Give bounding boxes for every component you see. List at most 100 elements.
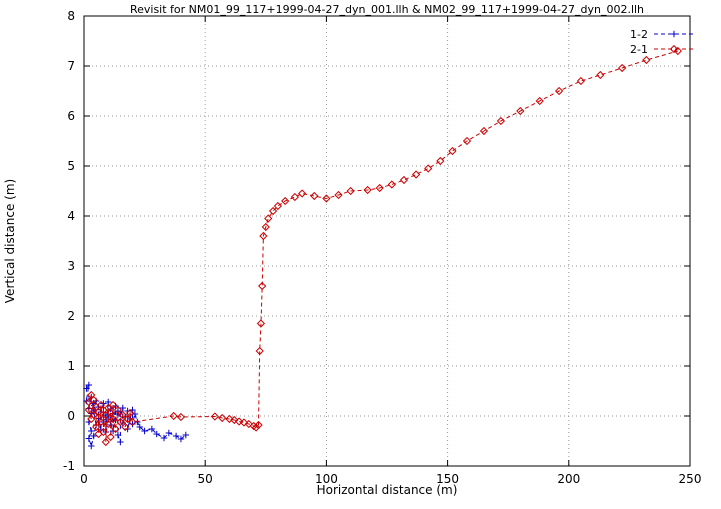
data-point-diamond [121, 422, 130, 432]
data-point-plus [90, 432, 97, 440]
data-point-diamond [462, 136, 472, 146]
data-series [83, 46, 682, 450]
data-point-plus [85, 435, 93, 442]
data-point-plus [160, 434, 168, 442]
data-point-diamond [363, 185, 372, 195]
data-point-diamond [669, 44, 679, 54]
data-point-plus [148, 425, 156, 433]
data-point-diamond [673, 46, 682, 56]
data-point-diamond [554, 86, 564, 96]
data-point-diamond [239, 418, 249, 427]
data-point-plus [165, 429, 173, 437]
y-tick-label: 2 [67, 309, 75, 323]
series-line [88, 50, 679, 443]
data-point-diamond [399, 175, 409, 185]
data-point-diamond [108, 400, 118, 410]
data-point-diamond [310, 191, 319, 201]
data-point-diamond [618, 63, 627, 73]
data-point-diamond [436, 156, 445, 166]
data-point-plus [83, 385, 90, 392]
data-point-diamond [113, 405, 123, 415]
data-point-plus [122, 413, 129, 421]
data-point-plus [88, 427, 95, 435]
chart-title: Revisit for NM01_99_117+1999-04-27_dyn_0… [130, 3, 644, 16]
x-axis-label: Horizontal distance (m) [317, 483, 458, 497]
data-point-diamond [96, 417, 106, 427]
data-point-plus [141, 427, 148, 435]
data-point-diamond [244, 419, 253, 429]
data-point-diamond [106, 408, 115, 418]
y-axis-label: Vertical distance (m) [3, 179, 17, 303]
x-tick-label: 150 [436, 472, 459, 486]
data-point-diamond [387, 180, 396, 189]
data-point-diamond [123, 414, 132, 424]
y-tick-label: 5 [67, 159, 75, 173]
y-tick-label: 0 [67, 409, 75, 423]
gridlines [84, 16, 690, 466]
data-point-diamond [346, 186, 355, 196]
y-tick-label: 8 [67, 9, 75, 23]
data-point-diamond [99, 427, 108, 437]
y-tick-label: 3 [67, 259, 75, 273]
data-point-diamond [264, 214, 273, 223]
data-point-diamond [322, 194, 331, 203]
data-point-diamond [84, 405, 93, 415]
data-point-plus [136, 423, 143, 431]
data-point-diamond [642, 55, 651, 65]
legend-entry-2-1: 2-1 [630, 43, 648, 56]
data-point-plus [117, 438, 124, 446]
data-point-diamond [118, 410, 127, 420]
y-tick-label: 6 [67, 109, 75, 123]
data-point-diamond [254, 420, 263, 430]
data-point-diamond [290, 192, 299, 202]
data-point-diamond [576, 76, 586, 86]
data-point-diamond [535, 96, 544, 106]
data-point-diamond [258, 281, 267, 291]
y-tick-label: 1 [67, 359, 75, 373]
data-point-diamond [334, 190, 343, 200]
x-tick-label: 200 [557, 472, 580, 486]
data-point-plus [85, 381, 93, 389]
data-point-diamond [89, 410, 98, 420]
data-point-diamond [89, 395, 98, 405]
data-point-diamond [92, 422, 101, 432]
data-point-diamond [125, 408, 135, 418]
data-point-diamond [225, 414, 234, 424]
series-2-1 [84, 46, 682, 447]
data-point-plus [153, 430, 160, 438]
y-tick-label: -1 [63, 459, 75, 473]
data-point-diamond [210, 412, 220, 421]
data-point-diamond [448, 146, 457, 156]
data-point-plus [670, 30, 678, 38]
data-point-plus [114, 431, 122, 439]
data-point-diamond [176, 412, 186, 422]
data-point-diamond [596, 70, 605, 80]
data-point-diamond [218, 413, 227, 423]
y-tick-label: 7 [67, 59, 75, 73]
data-point-plus [109, 427, 117, 435]
data-point-diamond [256, 319, 266, 328]
data-point-diamond [108, 414, 118, 424]
data-point-diamond [255, 346, 264, 356]
data-point-plus [124, 407, 131, 415]
data-point-plus [177, 435, 185, 443]
data-point-diamond [116, 417, 125, 427]
data-point-diamond [268, 206, 278, 216]
data-point-diamond [259, 231, 268, 241]
data-point-plus [129, 420, 136, 428]
legend-entry-1-2: 1-2 [630, 28, 648, 41]
data-point-diamond [235, 417, 244, 426]
data-point-diamond [251, 423, 261, 432]
data-point-diamond [298, 189, 307, 198]
data-point-diamond [111, 424, 120, 434]
data-point-plus [119, 404, 126, 412]
legend: 1-2 2-1 [630, 28, 694, 56]
data-point-diamond [516, 106, 525, 116]
data-point-plus [88, 442, 95, 450]
data-point-plus [182, 431, 190, 439]
data-point-diamond [169, 411, 178, 421]
axis-ticks: 0 50 100 150 200 250 -1 0 1 2 3 4 5 6 7 8 [63, 9, 701, 486]
data-point-diamond [375, 183, 384, 193]
